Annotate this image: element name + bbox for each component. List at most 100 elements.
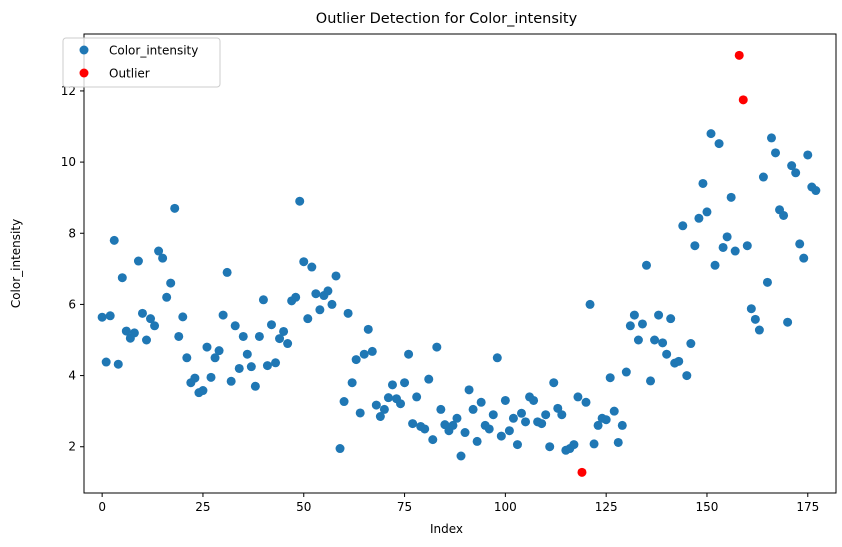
data-point: [714, 139, 724, 149]
x-tick-label: 0: [98, 500, 106, 514]
x-tick-label: 175: [796, 500, 819, 514]
data-point: [585, 299, 595, 309]
data-point: [150, 321, 160, 331]
data-point: [476, 397, 486, 407]
data-point: [295, 196, 305, 206]
legend-marker-series-2: [79, 68, 89, 78]
data-point: [343, 308, 353, 318]
data-point: [516, 408, 526, 418]
data-point: [424, 374, 434, 384]
x-tick-label: 125: [595, 500, 618, 514]
data-point: [113, 359, 123, 369]
data-point: [315, 305, 325, 315]
data-point: [500, 395, 510, 405]
data-point: [166, 278, 176, 288]
data-point: [408, 419, 418, 429]
data-point: [621, 367, 631, 377]
series-2: [577, 50, 748, 477]
data-point: [105, 311, 115, 321]
data-point: [146, 314, 156, 324]
data-point: [758, 172, 768, 182]
outlier-point: [577, 467, 587, 477]
data-point: [266, 320, 276, 330]
data-point: [569, 440, 579, 450]
data-point: [666, 314, 676, 324]
data-point: [795, 239, 805, 249]
data-point: [121, 326, 131, 336]
data-point: [97, 312, 107, 322]
data-point: [307, 262, 317, 272]
data-point: [117, 273, 127, 283]
data-point: [508, 413, 518, 423]
data-point: [230, 321, 240, 331]
data-point: [210, 353, 220, 363]
data-point: [137, 308, 147, 318]
data-point: [339, 397, 349, 407]
data-point: [541, 410, 551, 420]
data-point: [468, 404, 478, 414]
data-point: [746, 304, 756, 314]
data-point: [496, 431, 506, 441]
plot-frame: [83, 33, 837, 494]
data-point: [363, 324, 373, 334]
data-point: [545, 442, 555, 452]
data-point: [613, 437, 623, 447]
data-point: [190, 373, 200, 383]
data-point: [101, 357, 111, 367]
data-point: [379, 404, 389, 414]
x-tick-label: 100: [494, 500, 517, 514]
data-point: [674, 356, 684, 366]
data-point: [625, 321, 635, 331]
data-point: [218, 310, 228, 320]
y-tick-label: 10: [61, 155, 76, 169]
data-point: [678, 221, 688, 231]
data-point: [512, 440, 522, 450]
data-point: [355, 408, 365, 418]
data-point: [254, 331, 264, 341]
data-point: [641, 260, 651, 270]
data-point: [222, 267, 232, 277]
data-point: [573, 392, 583, 402]
data-point: [706, 129, 716, 139]
data-point: [771, 148, 781, 158]
series-1: [97, 129, 821, 461]
data-point: [178, 312, 188, 322]
data-point: [492, 353, 502, 363]
data-point: [488, 410, 498, 420]
data-point: [206, 372, 216, 382]
data-point: [593, 420, 603, 430]
data-point: [710, 260, 720, 270]
data-point: [109, 235, 119, 245]
data-point: [299, 257, 309, 267]
data-point: [799, 253, 809, 263]
data-point: [617, 420, 627, 430]
data-point: [484, 424, 494, 434]
data-point: [553, 403, 563, 413]
data-point: [726, 192, 736, 202]
data-point: [762, 277, 772, 287]
data-point: [460, 428, 470, 438]
data-point: [238, 331, 248, 341]
y-tick-label: 2: [68, 440, 76, 454]
data-point: [718, 242, 728, 252]
data-point: [432, 342, 442, 352]
data-point: [420, 424, 430, 434]
data-point: [662, 349, 672, 359]
data-point: [129, 328, 139, 338]
data-point: [396, 399, 406, 409]
data-point: [694, 213, 704, 223]
data-point: [387, 380, 397, 390]
legend-label-series-2: Outlier: [109, 67, 150, 81]
data-point: [787, 161, 797, 171]
x-tick-label: 150: [696, 500, 719, 514]
data-point: [436, 404, 446, 414]
data-point: [246, 362, 256, 372]
data-point: [258, 295, 268, 305]
data-point: [202, 342, 212, 352]
data-point: [351, 355, 361, 365]
data-point: [359, 349, 369, 359]
data-point: [549, 378, 559, 388]
data-point: [367, 346, 377, 356]
data-point: [730, 246, 740, 256]
